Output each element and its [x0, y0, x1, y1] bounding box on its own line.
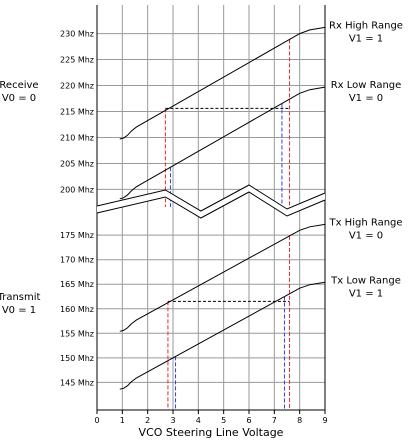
receive-y-tick-label: 210 Mhz: [60, 133, 94, 142]
x-tick-label-8: 8: [297, 416, 302, 425]
transmit-y-tick-label: 155 Mhz: [60, 329, 94, 338]
transmit-panel-label-title: Transmit: [0, 292, 41, 303]
labels: 200 Mhz 205 Mhz 210 Mhz 215 Mhz 220 Mhz 225 M…: [0, 20, 403, 439]
receive-y-tick-label: 215 Mhz: [60, 108, 94, 117]
transmit-series-label-value: V1 = 0: [349, 230, 383, 241]
transmit-y-tick-label: 175 Mhz: [60, 231, 94, 240]
receive-series-line-0: [119, 26, 326, 140]
x-tick-label-3: 3: [170, 416, 175, 425]
receive-y-tick-label: 225 Mhz: [60, 56, 94, 65]
axis-break-line-lower: [96, 191, 326, 219]
receive-series-label-value: V1 = 0: [349, 93, 383, 104]
transmit-y-tick-label: 145 Mhz: [60, 378, 94, 387]
receive-y-tick-label: 205 Mhz: [60, 159, 94, 168]
x-axis-title: VCO Steering Line Voltage: [139, 426, 284, 439]
receive-series-label-value: V1 = 1: [349, 33, 383, 44]
x-tick-label-4: 4: [196, 416, 201, 425]
transmit-y-tick-label: 160 Mhz: [60, 305, 94, 314]
x-tick-label-2: 2: [145, 416, 150, 425]
receive-series-line-1: [119, 86, 326, 200]
x-tick-label-1: 1: [120, 416, 125, 425]
x-tick-label-5: 5: [221, 416, 226, 425]
receive-series-label-title: Rx High Range: [329, 20, 403, 31]
transmit-series-line-1: [119, 281, 326, 390]
axis-break-line-upper: [96, 184, 326, 212]
series-lines: [119, 26, 326, 390]
receive-panel-label-title: Receive: [0, 80, 39, 91]
frame: [96, 5, 326, 414]
transmit-y-tick-label: 150 Mhz: [60, 354, 94, 363]
receive-y-tick-label: 220 Mhz: [60, 82, 94, 91]
axis-break-band: [97, 185, 325, 218]
x-tick-label-6: 6: [246, 416, 251, 425]
x-tick-label-0: 0: [94, 416, 99, 425]
guide-lines: [164, 39, 291, 410]
receive-y-tick-label: 200 Mhz: [60, 185, 94, 194]
transmit-series-line-0: [119, 223, 326, 332]
receive-y-tick-label: 230 Mhz: [60, 30, 94, 39]
receive-panel-label-value: V0 = 0: [2, 93, 36, 104]
transmit-panel-label-value: V0 = 1: [2, 305, 36, 316]
transmit-series-label-title: Tx Low Range: [330, 275, 401, 286]
transmit-y-tick-label: 170 Mhz: [60, 256, 94, 265]
transmit-series-label-value: V1 = 1: [349, 288, 383, 299]
grid: [97, 5, 325, 410]
transmit-y-tick-label: 165 Mhz: [60, 280, 94, 289]
transmit-series-label-title: Tx High Range: [328, 217, 402, 228]
receive-series-label-title: Rx Low Range: [331, 80, 402, 91]
x-tick-label-7: 7: [272, 416, 277, 425]
x-tick-label-9: 9: [322, 416, 327, 425]
